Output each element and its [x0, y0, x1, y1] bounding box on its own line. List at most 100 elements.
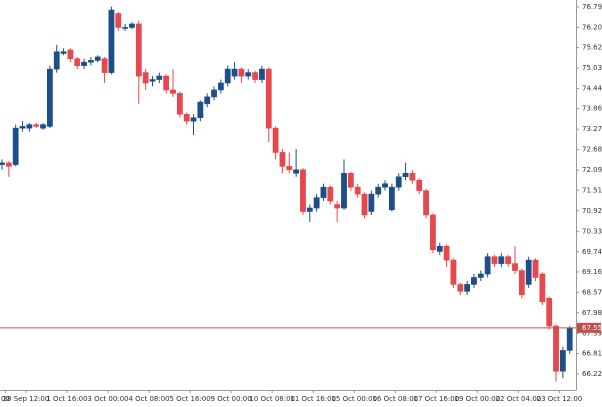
candle-body: [12, 127, 19, 165]
x-tick-label: 16 Oct 08:00: [372, 395, 418, 403]
candle-body: [156, 75, 163, 80]
candle-body: [512, 263, 518, 271]
y-tick-label: 74.44: [582, 85, 602, 93]
candle-body: [341, 172, 347, 209]
candle-body: [306, 207, 313, 212]
candle-body: [115, 13, 122, 28]
candle-body: [457, 284, 464, 292]
candle-body: [375, 186, 382, 195]
candle-body: [423, 190, 429, 216]
candle-body: [259, 68, 265, 80]
x-tick-label: 1 Oct 16:00: [46, 395, 87, 403]
candle-body: [566, 327, 573, 351]
candle-body: [388, 186, 395, 211]
candle-body: [361, 193, 368, 216]
candle-body: [94, 56, 101, 61]
candle-body: [149, 79, 156, 82]
current-price-label: 67.55: [582, 324, 602, 332]
y-tick-label: 71.51: [582, 186, 602, 194]
candle-body: [224, 68, 231, 84]
candle-body: [327, 186, 334, 202]
candle-body: [313, 197, 320, 209]
candle-body: [101, 58, 108, 73]
candle-body: [402, 172, 409, 178]
candle-body: [53, 51, 60, 70]
candle-body: [286, 166, 293, 171]
y-tick-label: 70.33: [582, 227, 602, 235]
candle-body: [46, 68, 53, 127]
candle-body: [88, 60, 94, 63]
candle-body: [170, 89, 176, 94]
candle-body: [272, 127, 279, 153]
candle-body: [300, 169, 306, 212]
candle-body: [368, 193, 375, 212]
x-tick-label: 22 Oct 04:00: [496, 395, 542, 403]
candle-body: [334, 204, 341, 209]
candle-body: [252, 72, 258, 80]
y-tick-label: 66.22: [582, 370, 602, 378]
candle-body: [553, 325, 559, 372]
y-tick-label: 70.92: [582, 207, 602, 215]
candle-body: [279, 152, 286, 167]
x-tick-label: 19 Oct 00:00: [455, 395, 501, 403]
candle-body: [498, 256, 505, 264]
x-tick-label: 5 Oct 16:00: [170, 395, 211, 403]
candle-body: [190, 117, 197, 122]
candle-body: [347, 172, 354, 188]
candle-body: [436, 245, 443, 252]
candle-body: [395, 176, 402, 188]
y-tick-label: 67.39: [582, 329, 602, 337]
candle-body: [5, 162, 12, 167]
candle-body: [67, 49, 74, 59]
current-price-box: [577, 322, 601, 333]
candle-body: [135, 23, 142, 77]
candle-body: [525, 259, 532, 285]
candle-body: [129, 23, 135, 28]
candle-body: [183, 113, 190, 122]
x-tick-label: 9 Oct 00:00: [211, 395, 252, 403]
candle-body: [471, 277, 477, 285]
candle-body: [176, 93, 183, 115]
candle-body: [0, 162, 5, 165]
candle-body: [81, 61, 87, 66]
candle-body: [382, 183, 388, 188]
y-tick-label: 69.16: [582, 268, 602, 276]
x-tick-label: 17 Oct 16:00: [414, 395, 460, 403]
y-tick-label: 69.74: [582, 248, 602, 256]
candle-body: [409, 172, 416, 181]
x-tick-label: 28 Sep 12:00: [3, 395, 50, 403]
candle-body: [26, 124, 33, 129]
x-tick-label: 23 Oct 12:00: [537, 395, 583, 403]
candle-body: [416, 179, 423, 191]
y-tick-label: 76.79: [582, 3, 602, 11]
y-tick-label: 73.27: [582, 125, 602, 133]
candle-body: [477, 273, 484, 278]
candle-body: [539, 273, 546, 303]
x-tick-label: 3 Oct 00:00: [87, 395, 128, 403]
x-tick-label: 00: [1, 395, 10, 403]
candle-body: [443, 245, 450, 261]
candle-body: [19, 126, 26, 129]
candle-body: [40, 124, 46, 129]
candle-body: [320, 186, 327, 198]
x-tick-label: 11 Oct 16:00: [290, 395, 336, 403]
candle-body: [122, 27, 129, 29]
y-tick-label: 72.09: [582, 166, 602, 174]
candle-body: [217, 82, 224, 91]
candle-body: [450, 259, 457, 285]
candle-body: [518, 270, 525, 296]
y-tick-label: 75.03: [582, 64, 602, 72]
candle-body: [197, 101, 204, 119]
candle-body: [231, 68, 238, 77]
candle-body: [464, 284, 471, 292]
candle-body: [491, 256, 498, 264]
candle-body: [108, 9, 115, 73]
y-tick-label: 73.86: [582, 105, 602, 113]
candle-body: [265, 68, 272, 129]
candle-body: [33, 124, 40, 127]
y-tick-label: 68.57: [582, 288, 602, 296]
y-tick-label: 67.98: [582, 309, 602, 317]
candle-body: [559, 350, 566, 372]
candle-body: [293, 169, 300, 174]
